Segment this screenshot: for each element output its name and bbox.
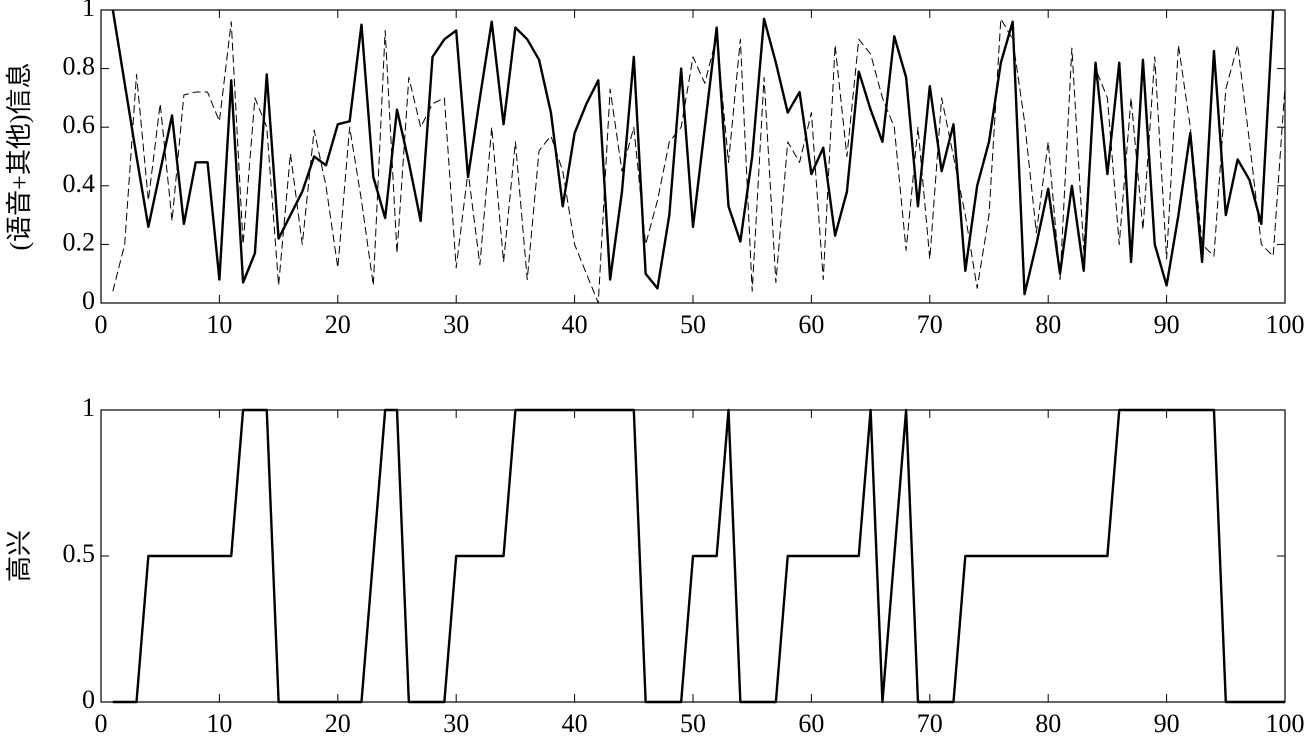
- x-tick-label: 90: [1154, 310, 1180, 339]
- y-tick-label: 0.4: [63, 169, 96, 198]
- x-tick-label: 60: [798, 310, 824, 339]
- y-tick-label: 0: [82, 286, 95, 315]
- x-tick-label: 20: [325, 310, 351, 339]
- x-tick-label: 0: [95, 310, 108, 339]
- x-tick-label: 20: [325, 709, 351, 738]
- x-tick-label: 90: [1154, 709, 1180, 738]
- y-tick-label: 0.2: [63, 227, 96, 256]
- x-tick-label: 40: [562, 709, 588, 738]
- x-tick-label: 70: [917, 310, 943, 339]
- x-tick-label: 80: [1035, 709, 1061, 738]
- y-tick-label: 1: [82, 0, 95, 22]
- x-tick-label: 60: [798, 709, 824, 738]
- y-tick-label: 0.5: [63, 539, 96, 568]
- data-line: [112, 18, 1286, 304]
- data-line: [111, 9, 1275, 296]
- x-tick-label: 50: [680, 310, 706, 339]
- x-tick-label: 10: [206, 310, 232, 339]
- x-tick-label: 10: [206, 709, 232, 738]
- x-tick-label: 50: [680, 709, 706, 738]
- x-tick-label: 30: [443, 310, 469, 339]
- data-line: [112, 408, 1285, 704]
- y-tick-label: 1: [82, 393, 95, 422]
- y-tick-label: 0: [82, 685, 95, 714]
- x-tick-label: 100: [1266, 310, 1305, 339]
- x-tick-label: 100: [1266, 709, 1305, 738]
- x-tick-label: 70: [917, 709, 943, 738]
- y-axis-label: 高兴: [5, 530, 34, 582]
- x-tick-label: 30: [443, 709, 469, 738]
- y-tick-label: 0.6: [63, 110, 96, 139]
- y-axis-label: (语音+其他)信息: [5, 63, 34, 251]
- x-tick-label: 80: [1035, 310, 1061, 339]
- plot-frame: [100, 9, 1286, 304]
- x-tick-label: 0: [95, 709, 108, 738]
- y-tick-label: 0.8: [63, 52, 96, 81]
- x-tick-label: 40: [562, 310, 588, 339]
